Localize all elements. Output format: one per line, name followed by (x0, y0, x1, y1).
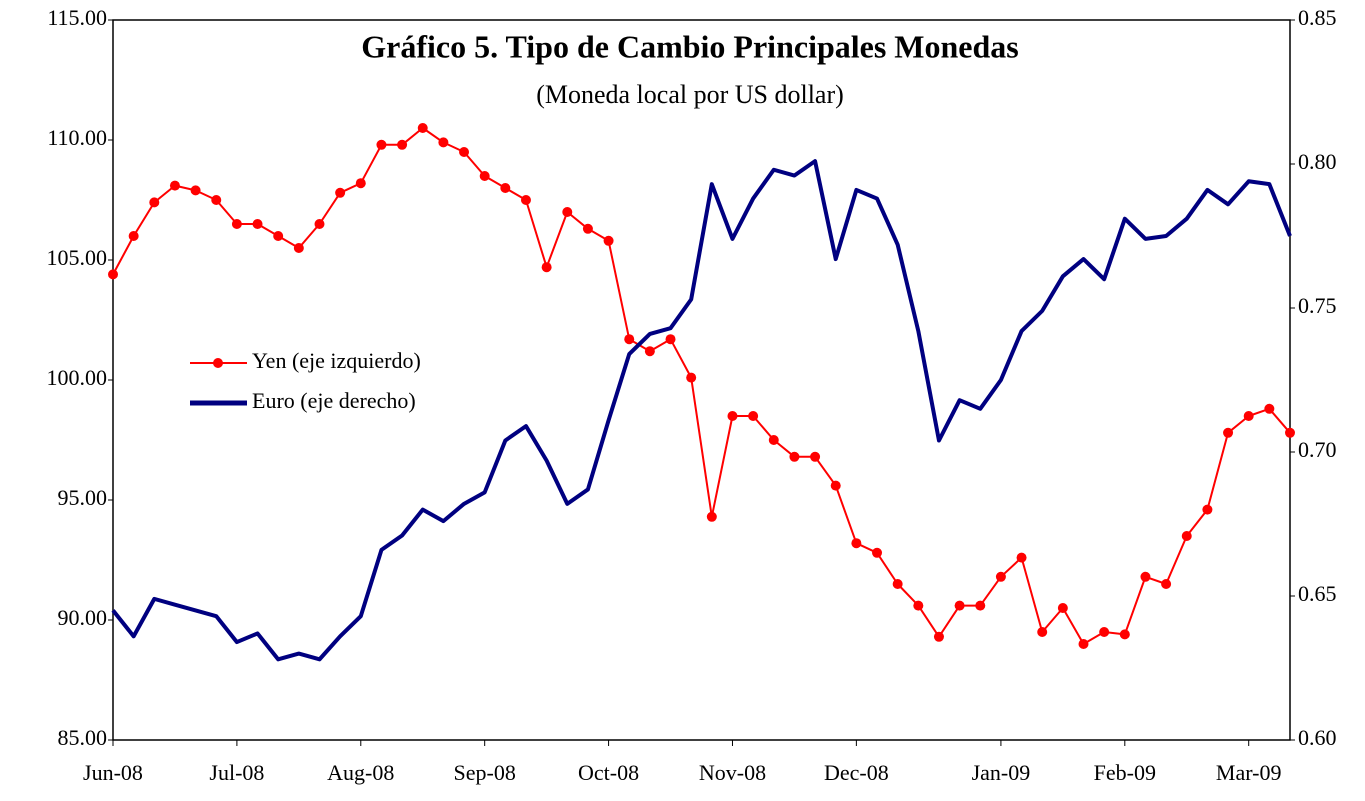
point (438, 137, 449, 148)
point (624, 334, 635, 345)
point (1016, 552, 1027, 563)
point (1078, 639, 1089, 649)
y-tick-label: 105.00 (47, 245, 108, 270)
point (335, 187, 346, 198)
point (1264, 403, 1275, 414)
x-tick-label: Oct-08 (578, 760, 639, 785)
point (355, 178, 366, 189)
point (149, 197, 160, 208)
x-tick-label: Sep-08 (454, 760, 516, 785)
point (933, 631, 944, 642)
point (231, 219, 242, 229)
point (582, 223, 593, 234)
point (872, 547, 883, 558)
point (1285, 427, 1295, 438)
point (830, 480, 841, 491)
y-tick-label: 100.00 (47, 365, 108, 390)
point (1140, 571, 1151, 582)
point (892, 579, 903, 589)
point (500, 183, 511, 193)
point (252, 219, 263, 229)
y2-tick-label: 0.85 (1298, 5, 1337, 30)
point (520, 195, 531, 205)
series-line (111, 159, 1292, 662)
point (1119, 629, 1130, 640)
point (293, 243, 304, 253)
point (459, 147, 470, 157)
x-tick-label: Mar-09 (1216, 760, 1282, 785)
y-tick-label: 95.00 (58, 485, 108, 510)
point (541, 262, 552, 273)
point (1057, 603, 1068, 613)
y2-tick-label: 0.70 (1298, 437, 1337, 462)
chart-subtitle: (Moneda local por US dollar) (536, 80, 844, 109)
legend-label: Euro (eje derecho) (252, 388, 416, 413)
point (417, 123, 428, 133)
x-tick-label: Nov-08 (699, 760, 766, 785)
point (1223, 427, 1234, 438)
point (789, 451, 800, 462)
point (603, 235, 614, 246)
point (975, 600, 986, 611)
point (1243, 411, 1254, 421)
point (913, 600, 924, 611)
point (479, 171, 490, 181)
point (1202, 504, 1213, 515)
point (706, 511, 717, 522)
x-tick-label: Aug-08 (327, 760, 394, 785)
y2-tick-label: 0.80 (1298, 149, 1337, 174)
point (1099, 627, 1110, 637)
y2-tick-label: 0.60 (1298, 725, 1337, 750)
y-tick-label: 110.00 (47, 125, 107, 150)
series-line (112, 127, 1291, 645)
point (1161, 579, 1172, 589)
point (748, 411, 759, 421)
point (644, 346, 655, 357)
x-tick-label: Feb-09 (1094, 760, 1156, 785)
point (954, 600, 965, 611)
point (190, 185, 201, 196)
y-tick-label: 90.00 (58, 605, 108, 630)
point (665, 334, 676, 345)
point (108, 269, 118, 280)
point (727, 411, 738, 421)
point (376, 139, 387, 150)
point (169, 180, 180, 191)
y-tick-label: 115.00 (47, 5, 107, 30)
point (768, 435, 779, 445)
y2-tick-label: 0.65 (1298, 581, 1337, 606)
legend-label: Yen (eje izquierdo) (252, 348, 421, 373)
plot-frame (112, 19, 1291, 741)
x-tick-label: Jan-09 (972, 760, 1031, 785)
x-tick-label: Jun-08 (83, 760, 143, 785)
point (851, 538, 862, 549)
x-tick-label: Jul-08 (209, 760, 264, 785)
point (273, 231, 284, 241)
point (1181, 531, 1192, 541)
point (128, 231, 139, 241)
point (995, 571, 1006, 582)
chart-title: Gráfico 5. Tipo de Cambio Principales Mo… (361, 28, 1019, 64)
y2-tick-label: 0.75 (1298, 293, 1337, 318)
point (211, 195, 222, 205)
point (686, 372, 697, 383)
point (1037, 627, 1048, 637)
point (810, 451, 821, 462)
x-tick-label: Dec-08 (824, 760, 889, 785)
y-tick-label: 85.00 (58, 725, 108, 750)
point (397, 139, 408, 150)
point (314, 219, 325, 229)
point (562, 207, 573, 217)
legend-marker (213, 358, 223, 368)
